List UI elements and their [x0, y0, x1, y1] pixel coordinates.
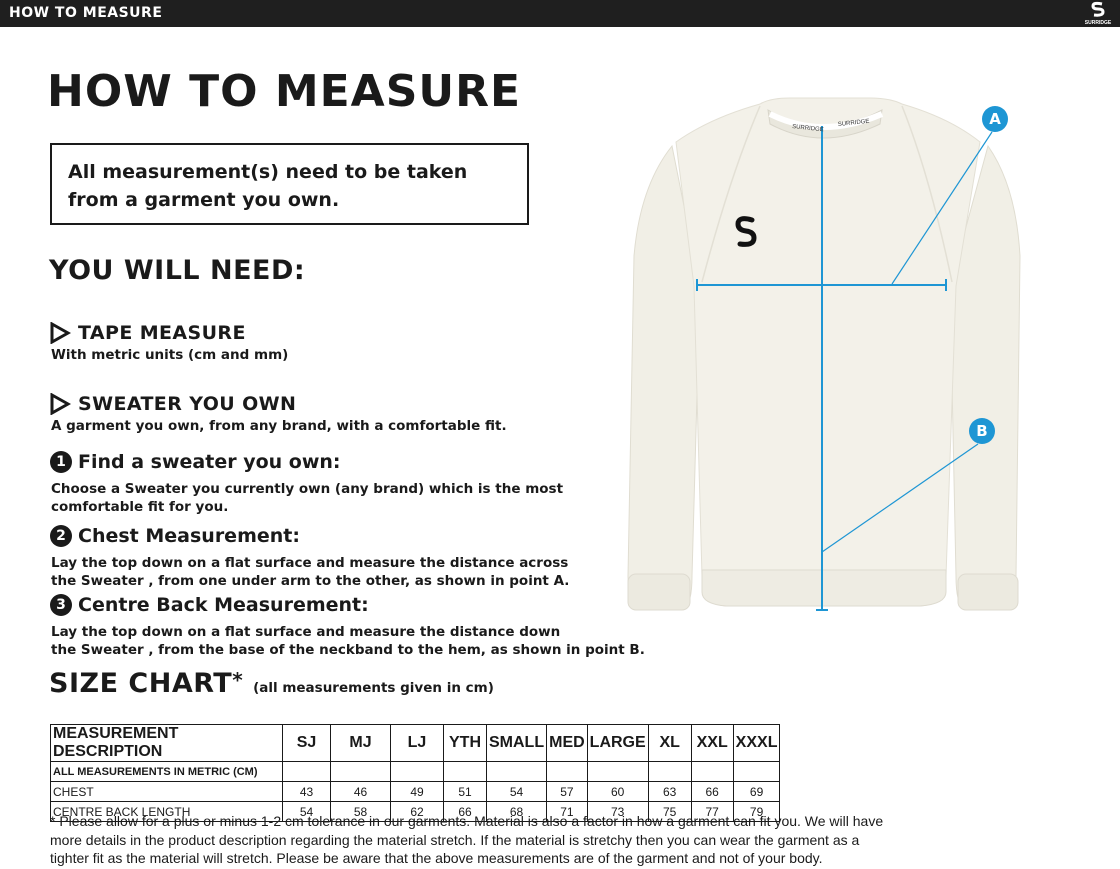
row-label: CENTRE BACK LENGTH [50, 801, 283, 822]
play-triangle-icon [50, 322, 71, 344]
table-header-row: MEASUREMENT DESCRIPTION SJ MJ LJ YTH SMA… [50, 724, 781, 762]
notice-text: All measurement(s) need to be taken from… [68, 161, 468, 211]
table-cell: 66 [690, 781, 734, 802]
table-subheader-row: ALL MEASUREMENTS IN METRIC (CM) [50, 761, 781, 782]
table-cell: 54 [485, 781, 548, 802]
step-3-title: Centre Back Measurement: [78, 594, 369, 616]
step-number-badge: 2 [50, 525, 72, 547]
brand-s-icon [1091, 1, 1105, 17]
header-cell: LARGE [586, 724, 649, 762]
table-cell: 43 [282, 781, 331, 802]
table-cell: 69 [732, 781, 781, 802]
step-3-line-2: the Sweater , from the base of the neckb… [51, 642, 645, 658]
notice-box: All measurement(s) need to be taken from… [50, 143, 529, 225]
table-cell: 49 [390, 781, 444, 802]
brand-wordmark: SURRIDGE [1084, 20, 1112, 26]
header-cell: XXXL [732, 724, 781, 762]
size-chart-heading: SIZE CHART* (all measurements given in c… [49, 668, 494, 699]
table-cell: 79 [732, 801, 781, 822]
step-3-text: Lay the top down on a flat surface and m… [51, 623, 645, 659]
step-3-line-1: Lay the top down on a flat surface and m… [51, 624, 561, 640]
sweater-subtitle: A garment you own, from any brand, with … [51, 418, 507, 434]
size-chart-asterisk: * [232, 668, 244, 692]
table-cell: 73 [586, 801, 649, 822]
step-1-text: Choose a Sweater you currently own (any … [51, 480, 563, 516]
play-triangle-icon [50, 393, 71, 415]
header-cell: YTH [443, 724, 487, 762]
page-title: HOW TO MEASURE [47, 66, 522, 117]
sweater-illustration: SURRIDGE SURRIDGE [627, 97, 1021, 611]
size-chart-note: (all measurements given in cm) [253, 680, 494, 696]
size-chart-title: SIZE CHART [49, 668, 233, 699]
header-cell: MJ [330, 724, 391, 762]
step-3-heading: 3 Centre Back Measurement: [50, 594, 369, 616]
row-label: CHEST [50, 781, 283, 802]
sweater-title: SWEATER YOU OWN [78, 393, 297, 415]
tape-measure-heading: TAPE MEASURE [49, 322, 246, 344]
sweater-heading: SWEATER YOU OWN [49, 393, 296, 415]
header-cell: LJ [390, 724, 444, 762]
step-2-title: Chest Measurement: [78, 525, 300, 547]
header-cell: SMALL [485, 724, 548, 762]
header-cell: MED [546, 724, 588, 762]
header-cell: XXL [690, 724, 734, 762]
top-bar: HOW TO MEASURE SURRIDGE [0, 0, 1120, 27]
table-cell: 51 [443, 781, 487, 802]
tape-measure-title: TAPE MEASURE [78, 322, 246, 344]
table-cell: 77 [690, 801, 734, 822]
header-cell: SJ [282, 724, 331, 762]
step-number-badge: 3 [50, 594, 72, 616]
step-1-heading: 1 Find a sweater you own: [50, 451, 341, 473]
step-2-line-1: Lay the top down on a flat surface and m… [51, 555, 569, 571]
table-cell: 68 [485, 801, 548, 822]
table-cell: 63 [647, 781, 692, 802]
marker-a: A [982, 106, 1008, 132]
sweater-diagram: SURRIDGE SURRIDGE A B [620, 96, 1040, 616]
table-row: CENTRE BACK LENGTH 54 58 62 66 68 71 73 … [50, 801, 781, 822]
top-bar-title: HOW TO MEASURE [9, 5, 163, 21]
table-row: CHEST 43 46 49 51 54 57 60 63 66 69 [50, 781, 781, 802]
step-2-line-2: the Sweater , from one under arm to the … [51, 573, 570, 589]
step-1-line-1: Choose a Sweater you currently own (any … [51, 481, 564, 497]
tape-measure-subtitle: With metric units (cm and mm) [51, 347, 289, 363]
size-chart-table: MEASUREMENT DESCRIPTION SJ MJ LJ YTH SMA… [50, 724, 781, 822]
step-number-badge: 1 [50, 451, 72, 473]
brand-logo: SURRIDGE [1082, 1, 1114, 26]
header-cell: XL [647, 724, 692, 762]
table-cell: 62 [390, 801, 444, 822]
table-cell: 71 [546, 801, 588, 822]
footnote: * Please allow for a plus or minus 1-2 c… [50, 813, 884, 866]
table-cell: 58 [330, 801, 391, 822]
table-cell: 57 [546, 781, 588, 802]
header-cell: MEASUREMENT DESCRIPTION [50, 724, 283, 762]
subheader-cell: ALL MEASUREMENTS IN METRIC (CM) [50, 761, 283, 782]
step-2-heading: 2 Chest Measurement: [50, 525, 300, 547]
step-2-text: Lay the top down on a flat surface and m… [51, 554, 569, 590]
table-cell: 46 [330, 781, 391, 802]
table-cell: 66 [443, 801, 487, 822]
step-1-title: Find a sweater you own: [78, 451, 341, 473]
table-cell: 60 [586, 781, 649, 802]
step-1-line-2: comfortable fit for you. [51, 499, 229, 515]
marker-a-leader [891, 131, 993, 285]
neck-tape-label-right: SURRIDGE [838, 119, 870, 128]
neck-tape-label-left: SURRIDGE [792, 124, 824, 133]
brand-logo-s-icon [735, 216, 757, 247]
marker-b: B [969, 418, 995, 444]
you-will-need-heading: YOU WILL NEED: [49, 255, 306, 286]
marker-b-leader [821, 443, 979, 553]
